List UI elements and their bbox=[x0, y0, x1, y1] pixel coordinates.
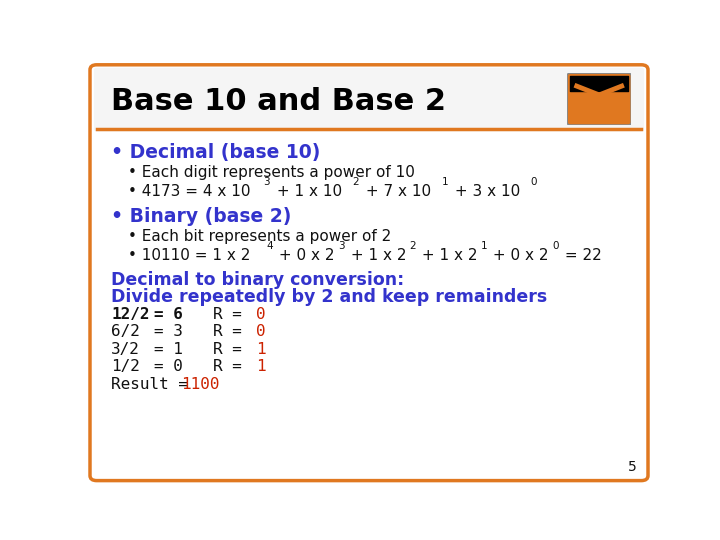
Text: Decimal to binary conversion:: Decimal to binary conversion: bbox=[111, 271, 405, 289]
Text: Divide repeatedly by 2 and keep remainders: Divide repeatedly by 2 and keep remainde… bbox=[111, 288, 547, 306]
Text: Base 10 and Base 2: Base 10 and Base 2 bbox=[111, 87, 446, 116]
Text: 3: 3 bbox=[263, 178, 269, 187]
Text: 1: 1 bbox=[441, 178, 448, 187]
Text: 5: 5 bbox=[628, 460, 636, 474]
Text: = 22: = 22 bbox=[560, 248, 602, 263]
Text: + 1 x 2: + 1 x 2 bbox=[417, 248, 477, 263]
Text: + 7 x 10: + 7 x 10 bbox=[361, 184, 431, 199]
Text: • Each bit represents a power of 2: • Each bit represents a power of 2 bbox=[128, 230, 391, 245]
Text: 0: 0 bbox=[256, 324, 266, 339]
Text: = 6: = 6 bbox=[154, 307, 183, 322]
Text: 1: 1 bbox=[481, 241, 487, 251]
Text: 1: 1 bbox=[256, 359, 266, 374]
Text: 12/2: 12/2 bbox=[111, 307, 150, 322]
Text: = 1: = 1 bbox=[154, 342, 183, 357]
Text: • Each digit represents a power of 10: • Each digit represents a power of 10 bbox=[128, 165, 415, 180]
Text: 2: 2 bbox=[352, 178, 359, 187]
Text: 3/2: 3/2 bbox=[111, 342, 140, 357]
Text: + 0 x 2: + 0 x 2 bbox=[274, 248, 335, 263]
Text: = 0: = 0 bbox=[154, 359, 183, 374]
Text: Result =: Result = bbox=[111, 376, 198, 392]
Text: 4: 4 bbox=[266, 241, 273, 251]
Text: 0: 0 bbox=[552, 241, 559, 251]
Text: = 3: = 3 bbox=[154, 324, 183, 339]
Text: + 3 x 10: + 3 x 10 bbox=[451, 184, 521, 199]
Text: R =: R = bbox=[213, 324, 251, 339]
Text: + 1 x 2: + 1 x 2 bbox=[346, 248, 406, 263]
Text: R =: R = bbox=[213, 359, 251, 374]
Text: • 4173 = 4 x 10: • 4173 = 4 x 10 bbox=[128, 184, 251, 199]
Text: 0: 0 bbox=[256, 307, 266, 322]
Text: 0: 0 bbox=[531, 178, 537, 187]
Text: 1/2: 1/2 bbox=[111, 359, 140, 374]
Text: 6/2: 6/2 bbox=[111, 324, 140, 339]
Text: • 10110 = 1 x 2: • 10110 = 1 x 2 bbox=[128, 248, 251, 263]
Text: 2: 2 bbox=[409, 241, 416, 251]
Text: 1100: 1100 bbox=[181, 376, 220, 392]
Text: 3: 3 bbox=[338, 241, 344, 251]
FancyBboxPatch shape bbox=[90, 65, 648, 481]
Text: 1: 1 bbox=[256, 342, 266, 357]
FancyBboxPatch shape bbox=[94, 68, 644, 131]
Text: R =: R = bbox=[213, 342, 251, 357]
Text: + 1 x 10: + 1 x 10 bbox=[272, 184, 342, 199]
Text: • Binary (base 2): • Binary (base 2) bbox=[111, 207, 292, 226]
Text: R =: R = bbox=[213, 307, 251, 322]
Text: + 0 x 2: + 0 x 2 bbox=[488, 248, 549, 263]
Text: • Decimal (base 10): • Decimal (base 10) bbox=[111, 143, 320, 161]
